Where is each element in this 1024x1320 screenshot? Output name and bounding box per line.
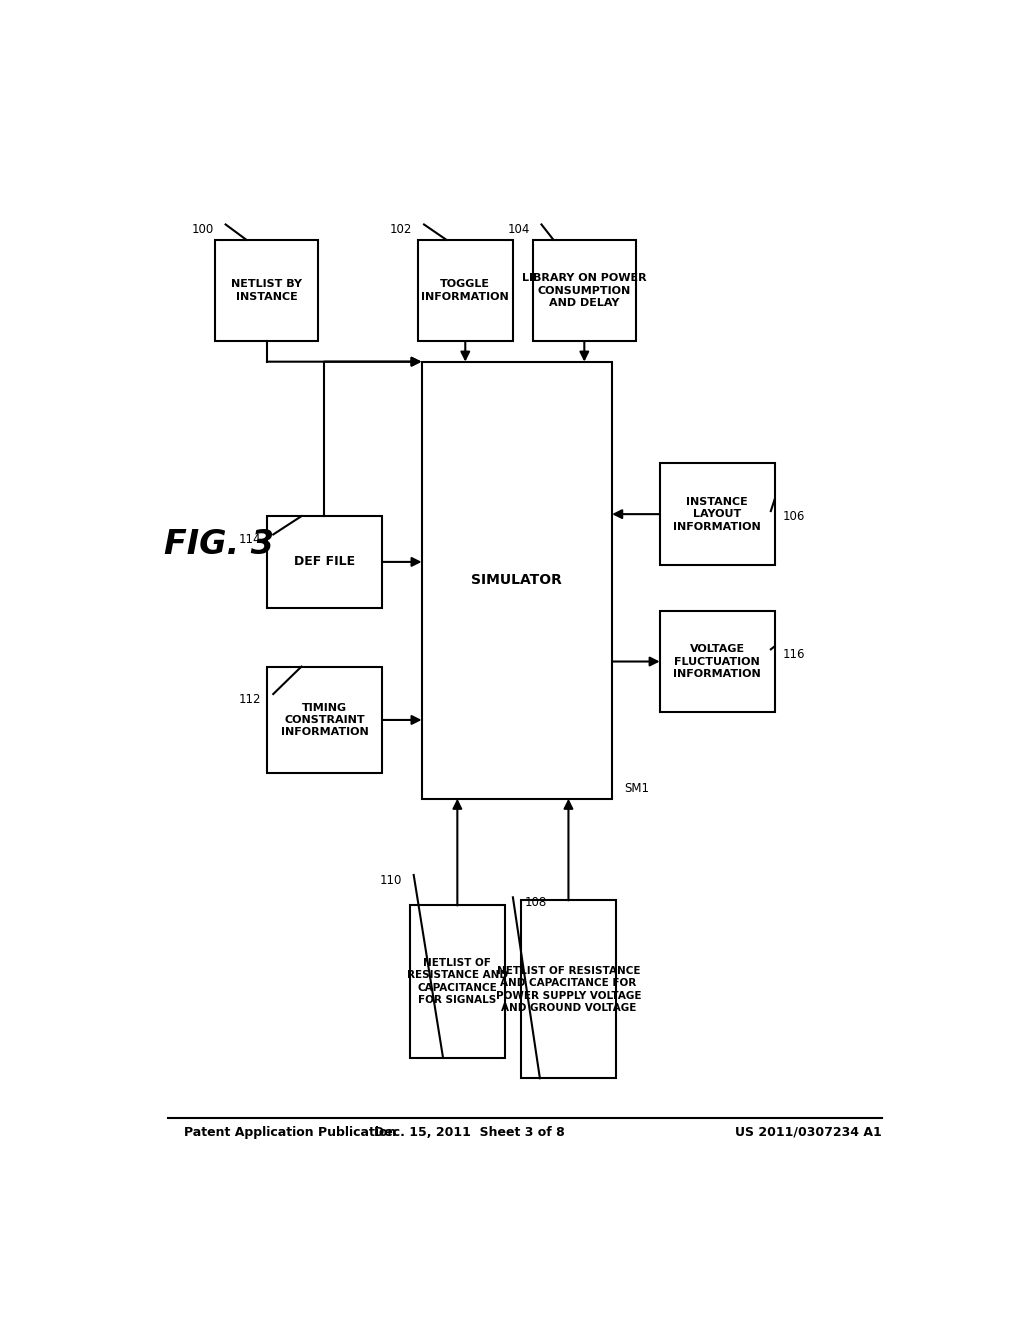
Text: Dec. 15, 2011  Sheet 3 of 8: Dec. 15, 2011 Sheet 3 of 8: [374, 1126, 564, 1139]
Text: VOLTAGE
FLUCTUATION
INFORMATION: VOLTAGE FLUCTUATION INFORMATION: [674, 644, 761, 678]
Bar: [267, 667, 382, 774]
Bar: [410, 906, 505, 1057]
Text: 100: 100: [191, 223, 214, 236]
Text: INSTANCE
LAYOUT
INFORMATION: INSTANCE LAYOUT INFORMATION: [674, 496, 761, 532]
Text: 108: 108: [524, 896, 547, 909]
Text: 116: 116: [782, 648, 805, 661]
Text: DEF FILE: DEF FILE: [294, 556, 355, 569]
Text: NETLIST BY
INSTANCE: NETLIST BY INSTANCE: [231, 280, 302, 302]
Text: LIBRARY ON POWER
CONSUMPTION
AND DELAY: LIBRARY ON POWER CONSUMPTION AND DELAY: [522, 273, 646, 308]
Bar: [532, 240, 636, 342]
Text: 112: 112: [239, 693, 261, 706]
Bar: [659, 611, 775, 713]
Text: NETLIST OF
RESISTANCE AND
CAPACITANCE
FOR SIGNALS: NETLIST OF RESISTANCE AND CAPACITANCE FO…: [407, 958, 508, 1006]
Text: SIMULATOR: SIMULATOR: [471, 573, 562, 587]
Text: 114: 114: [239, 533, 261, 546]
Bar: [422, 362, 612, 799]
Text: SM1: SM1: [624, 781, 649, 795]
Text: TOGGLE
INFORMATION: TOGGLE INFORMATION: [422, 280, 509, 302]
Text: 106: 106: [782, 510, 805, 523]
Bar: [521, 900, 616, 1078]
Text: US 2011/0307234 A1: US 2011/0307234 A1: [735, 1126, 882, 1139]
Text: 110: 110: [380, 874, 401, 887]
Text: FIG. 3: FIG. 3: [164, 528, 274, 561]
Text: 102: 102: [390, 223, 412, 236]
Bar: [267, 516, 382, 607]
Text: TIMING
CONSTRAINT
INFORMATION: TIMING CONSTRAINT INFORMATION: [281, 702, 369, 738]
Bar: [418, 240, 513, 342]
Bar: [659, 463, 775, 565]
Text: NETLIST OF RESISTANCE
AND CAPACITANCE FOR
POWER SUPPLY VOLTAGE
AND GROUND VOLTAG: NETLIST OF RESISTANCE AND CAPACITANCE FO…: [496, 966, 641, 1012]
Text: 104: 104: [507, 223, 529, 236]
Text: Patent Application Publication: Patent Application Publication: [183, 1126, 396, 1139]
Bar: [215, 240, 318, 342]
